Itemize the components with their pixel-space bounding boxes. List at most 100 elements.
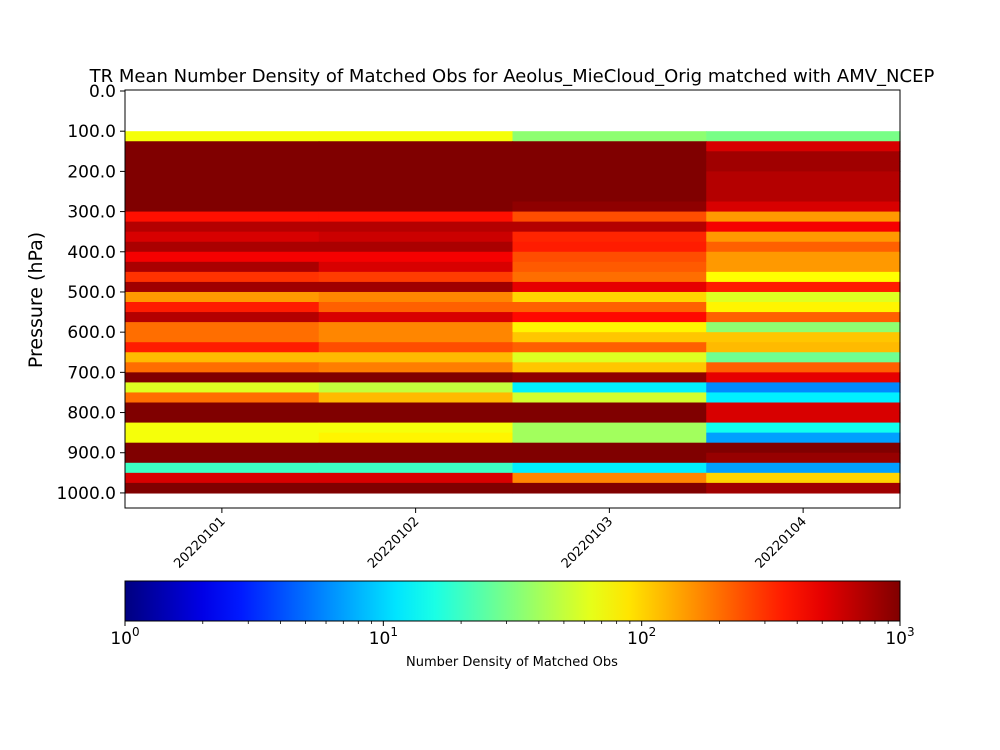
heatmap-cell	[512, 392, 707, 404]
y-tick-label: 500.0	[67, 283, 116, 303]
heatmap-cell	[318, 442, 514, 454]
heatmap-cell	[512, 241, 707, 253]
heatmap-cell	[706, 452, 901, 464]
heatmap-cell	[318, 372, 514, 383]
heatmap-cell	[706, 312, 901, 323]
heatmap-cell	[125, 231, 320, 243]
heatmap-cell	[512, 352, 707, 363]
y-tick-label: 0.0	[89, 82, 116, 102]
heatmap-cell	[125, 402, 320, 414]
y-tick-label: 100.0	[67, 122, 116, 142]
heatmap-cell	[512, 412, 707, 424]
heatmap-cell	[512, 281, 707, 293]
heatmap-cell	[512, 211, 707, 223]
heatmap-cell	[512, 271, 707, 283]
heatmap-cell	[125, 452, 320, 464]
heatmap-cell	[125, 171, 320, 183]
heatmap-cell	[512, 372, 707, 383]
heatmap-cell	[318, 452, 514, 464]
colorbar-axis: 100 101 102 103	[110, 621, 915, 649]
heatmap-cell	[706, 472, 901, 484]
heatmap-cell	[125, 201, 320, 213]
heatmap-cell	[706, 251, 901, 263]
heatmap-cell	[318, 141, 514, 152]
heatmap-cell	[125, 151, 320, 162]
heatmap-cell	[125, 191, 320, 203]
heatmap-cell	[706, 322, 901, 333]
heatmap-cell	[125, 251, 320, 263]
y-tick-label: 200.0	[67, 162, 116, 182]
heatmap-cell	[512, 462, 707, 474]
heatmap-cell	[125, 312, 320, 323]
heatmap-cell	[125, 352, 320, 363]
heatmap-cell	[125, 482, 320, 494]
heatmap-cell	[318, 352, 514, 363]
heatmap-cell	[318, 422, 514, 434]
heatmap-cell	[125, 291, 320, 303]
heatmap-cell	[706, 211, 901, 223]
heatmap-cell	[512, 382, 707, 394]
heatmap-cell	[706, 131, 901, 142]
heatmap-cell	[512, 161, 707, 172]
heatmap-cell	[706, 171, 901, 183]
heatmap-cell	[512, 231, 707, 243]
heatmap-cell	[318, 221, 514, 233]
heatmap-cell	[318, 271, 514, 283]
y-tick-label: 600.0	[67, 323, 116, 343]
heatmap-cell	[318, 362, 514, 373]
heatmap-cell	[706, 482, 901, 494]
colorbar-tick-label: 103	[885, 625, 914, 649]
heatmap-cell	[706, 191, 901, 203]
heatmap-cell	[512, 442, 707, 454]
heatmap-cell	[512, 261, 707, 273]
x-axis: 20220101 20220102 20220103 20220104	[171, 508, 810, 572]
heatmap-cell	[706, 231, 901, 243]
heatmap-cell	[512, 151, 707, 162]
heatmap-cell	[318, 181, 514, 193]
heatmap-cell	[318, 432, 514, 444]
heatmap-cell	[706, 412, 901, 424]
heatmap-cell	[125, 302, 320, 313]
heatmap-cell	[706, 141, 901, 152]
heatmap-cell	[512, 181, 707, 193]
heatmap-cell	[125, 241, 320, 253]
heatmap-cell	[318, 201, 514, 213]
heatmap-cell	[512, 322, 707, 333]
heatmap-cell	[318, 131, 514, 142]
heatmap-cell	[512, 291, 707, 303]
heatmap-cell	[318, 322, 514, 333]
heatmap-cell	[125, 261, 320, 273]
heatmap-cell	[706, 462, 901, 474]
heatmap-cell	[706, 291, 901, 303]
y-tick-label: 700.0	[67, 363, 116, 383]
heatmap-cell	[318, 402, 514, 414]
heatmap-cell	[125, 342, 320, 353]
heatmap-cell	[512, 171, 707, 183]
heatmap-cells	[125, 131, 901, 494]
heatmap-cell	[706, 392, 901, 404]
heatmap-cell	[512, 452, 707, 464]
plot-frame	[124, 89, 901, 509]
heatmap-cell	[512, 482, 707, 494]
heatmap-cell	[318, 281, 514, 293]
heatmap-cell	[125, 422, 320, 434]
heatmap-cell	[125, 462, 320, 474]
heatmap-cell	[706, 281, 901, 293]
y-tick-label: 400.0	[67, 243, 116, 263]
heatmap-cell	[512, 312, 707, 323]
x-tick-label: 20220102	[365, 514, 422, 571]
y-tick-label: 300.0	[67, 203, 116, 223]
heatmap-cell	[706, 422, 901, 434]
colorbar-label: Number Density of Matched Obs	[406, 655, 618, 670]
heatmap-cell	[706, 382, 901, 394]
heatmap-cell	[318, 412, 514, 424]
colorbar	[124, 580, 901, 622]
heatmap-cell	[512, 221, 707, 233]
heatmap-cell	[125, 322, 320, 333]
heatmap-cell	[512, 251, 707, 263]
heatmap-cell	[125, 161, 320, 172]
heatmap-cell	[318, 482, 514, 494]
heatmap-cell	[318, 312, 514, 323]
heatmap-cell	[512, 402, 707, 414]
